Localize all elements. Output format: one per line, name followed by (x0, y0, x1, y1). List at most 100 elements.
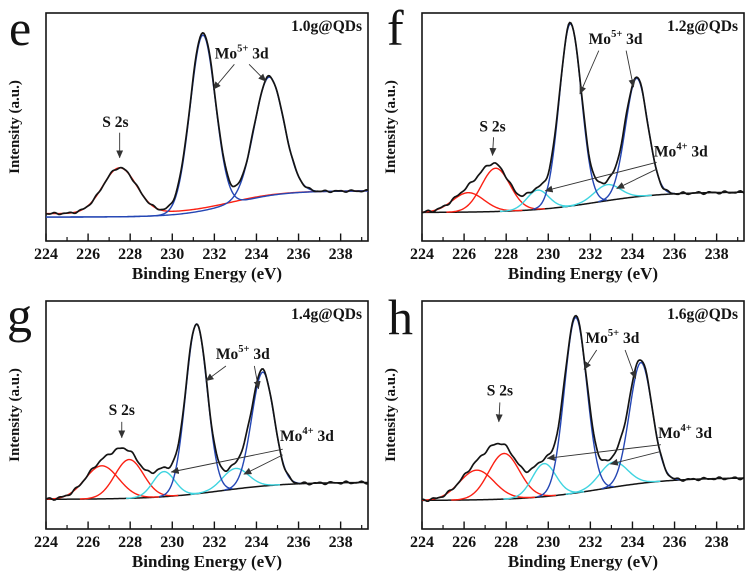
x-axis-tick-label: 230 (160, 534, 184, 551)
annotation-text: S 2s (102, 114, 128, 131)
annotation-base: S 2s (102, 114, 128, 131)
x-axis-tick-label: 236 (287, 534, 311, 551)
mo4-fit-curve (499, 189, 575, 213)
panel-h: h 224 226 228 230 232 234 236 238 Binding Energy… (376, 288, 751, 576)
panel-letter-f: f (387, 0, 404, 56)
annotation-arrow (616, 168, 657, 189)
annotation-rest: 3d (688, 144, 709, 161)
panel-g: g 224 226 228 230 232 234 236 238 Binding Energy… (0, 288, 375, 576)
annotation-base: S 2s (109, 402, 135, 419)
x-axis-tick-label: 230 (160, 246, 184, 263)
annotation-text: Mo5+ 3d (215, 44, 269, 63)
x-axis-tick-label: 238 (329, 246, 353, 263)
annotation-base: S 2s (487, 383, 513, 400)
s2s-fit-curve (79, 458, 179, 500)
annotation-base: Mo (215, 46, 238, 63)
experimental-curve (422, 314, 744, 503)
annotation-arrow (625, 50, 636, 88)
annotation-base: Mo (658, 425, 681, 442)
x-axis-tick-label: 224 (410, 246, 434, 263)
mo5-fit-curve (46, 76, 368, 218)
annotation-arrow (205, 365, 227, 382)
mo4-fit-curve (190, 467, 281, 495)
annotation-text: Mo4+ 3d (654, 142, 708, 161)
annotation-arrow (624, 349, 637, 379)
panel-letter-e: e (9, 0, 32, 56)
mo5-fit-curve (537, 316, 615, 498)
annotation-arrow (544, 161, 657, 193)
annotation-arrow (243, 454, 283, 475)
annotation-arrow (212, 64, 235, 90)
x-axis-title: Binding Energy (eV) (132, 264, 282, 283)
annotation-base: Mo (654, 144, 677, 161)
x-axis-title: Binding Energy (eV) (132, 552, 282, 571)
annotation-base: Mo (589, 31, 612, 48)
plot-frame (421, 12, 745, 242)
curves-group (46, 323, 368, 501)
annotation-superscript: 5+ (608, 328, 619, 339)
annotation-rest: 3d (622, 31, 643, 48)
x-axis-tick-label: 230 (536, 534, 560, 551)
annotation-arrow (495, 402, 503, 423)
x-axis-tick-label: 228 (118, 246, 142, 263)
annotation-arrow (609, 451, 661, 466)
x-axis-tick-label: 224 (410, 534, 434, 551)
annotation-text: S 2s (109, 402, 135, 419)
x-axis-tick-label: 224 (34, 246, 58, 263)
annotation-arrow (583, 349, 598, 370)
x-axis-title: Binding Energy (eV) (508, 264, 658, 283)
x-axis-tick-label: 226 (76, 246, 100, 263)
annotation-text: Mo5+ 3d (589, 29, 643, 48)
annotation-arrow (253, 365, 261, 390)
x-axis-tick-label: 236 (663, 246, 687, 263)
panel-g-plot: 224 226 228 230 232 234 236 238 Binding Energy (… (7, 300, 369, 571)
experimental-curve (422, 21, 744, 214)
x-axis-tick-label: 228 (118, 534, 142, 551)
curves-group (422, 314, 744, 503)
s2s-fit-curve (451, 452, 557, 501)
annotation-text: Mo4+ 3d (280, 426, 334, 445)
x-axis-tick-label: 226 (452, 246, 476, 263)
curves-group (422, 21, 744, 214)
mo4-fit-curve (125, 470, 201, 499)
x-axis-tick-label: 238 (705, 246, 729, 263)
annotation-text: S 2s (479, 119, 505, 136)
plot-frame (45, 300, 369, 530)
sample-label: 1.4g@QDs (291, 306, 362, 323)
annotation-base: Mo (216, 346, 239, 363)
annotation-rest: 3d (692, 425, 713, 442)
mo5-fit-curve (598, 77, 676, 203)
x-axis-tick-label: 234 (244, 246, 268, 263)
panel-letter-h: h (388, 289, 413, 345)
annotation-base: Mo (586, 330, 609, 347)
x-axis-tick-label: 238 (329, 534, 353, 551)
x-axis-tick-label: 228 (494, 534, 518, 551)
annotation-arrow (170, 448, 283, 474)
x-axis-tick-label: 232 (202, 534, 226, 551)
panel-h-plot: 224 226 228 230 232 234 236 238 Binding Energy (… (383, 300, 745, 571)
annotation-superscript: 4+ (681, 423, 692, 434)
plot-frame (421, 300, 745, 530)
annotation-text: Mo4+ 3d (658, 423, 712, 442)
s2s-fit-curve (446, 167, 545, 213)
x-axis-tick-label: 232 (578, 534, 602, 551)
plot-frame (45, 12, 369, 242)
mo5-fit-curve (46, 34, 368, 218)
x-axis-title: Binding Energy (eV) (508, 552, 658, 571)
y-axis-title: Intensity (a.u.) (383, 80, 399, 174)
annotation-arrow (579, 50, 600, 95)
y-axis-title: Intensity (a.u.) (7, 368, 23, 462)
x-axis-tick-label: 232 (202, 246, 226, 263)
annotation-arrow (546, 444, 661, 461)
annotation-rest: 3d (619, 330, 640, 347)
x-axis-tick-label: 234 (620, 246, 644, 263)
annotation-arrow (248, 63, 267, 82)
panel-f: f 224 226 228 230 232 234 236 238 Binding Energy… (376, 0, 751, 288)
annotation-text: Mo5+ 3d (586, 328, 640, 347)
panel-f-plot: 224 226 228 230 232 234 236 238 Binding Energy (… (383, 12, 745, 283)
annotation-superscript: 5+ (611, 29, 622, 40)
annotation-text: Mo5+ 3d (216, 344, 270, 363)
annotation-text: S 2s (487, 383, 513, 400)
x-axis-tick-label: 238 (705, 534, 729, 551)
x-axis-tick-label: 226 (76, 534, 100, 551)
